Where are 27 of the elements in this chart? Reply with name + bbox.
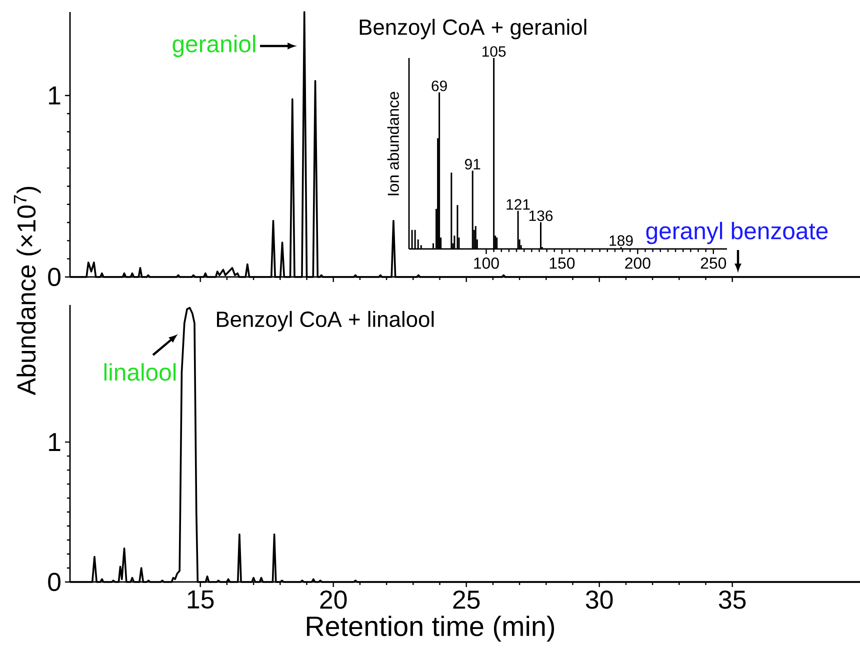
annotation: geraniol: [172, 34, 256, 58]
y-axis-title: Ion abundance: [387, 92, 399, 196]
y-tick-label: 0: [48, 268, 60, 286]
x-tick-label: 150: [550, 258, 575, 269]
annotation: 69: [432, 80, 447, 92]
chart-title: Benzoyl CoA + linalool: [217, 310, 434, 332]
x-tick-label: 20: [320, 590, 347, 609]
annotation: geranyl benzoate: [646, 222, 828, 244]
annotation: 121: [506, 199, 530, 210]
x-tick-label: 25: [453, 590, 480, 609]
x-tick-label: 250: [700, 258, 726, 269]
x-tick-label: 35: [718, 590, 746, 609]
annotation: linalool: [104, 363, 176, 381]
x-tick-label: 200: [625, 258, 650, 269]
x-tick-label: 30: [586, 590, 613, 609]
y-tick-label: 0: [48, 572, 60, 592]
chart-title: Benzoyl CoA + geraniol: [360, 18, 586, 40]
y-tick-label: 1: [49, 433, 60, 451]
x-tick-label: 100: [474, 258, 499, 269]
x-tick-label: 15: [188, 590, 214, 609]
x-axis-title: Retention time (min): [306, 616, 554, 642]
annotation: 105: [482, 46, 506, 57]
annotation: 136: [529, 210, 553, 222]
y-tick-label: 1: [49, 86, 60, 104]
annotation: 189: [610, 235, 633, 246]
annotation: 91: [465, 158, 480, 170]
y-axis-title: Abundance (×10$^{7}$): [14, 186, 41, 396]
